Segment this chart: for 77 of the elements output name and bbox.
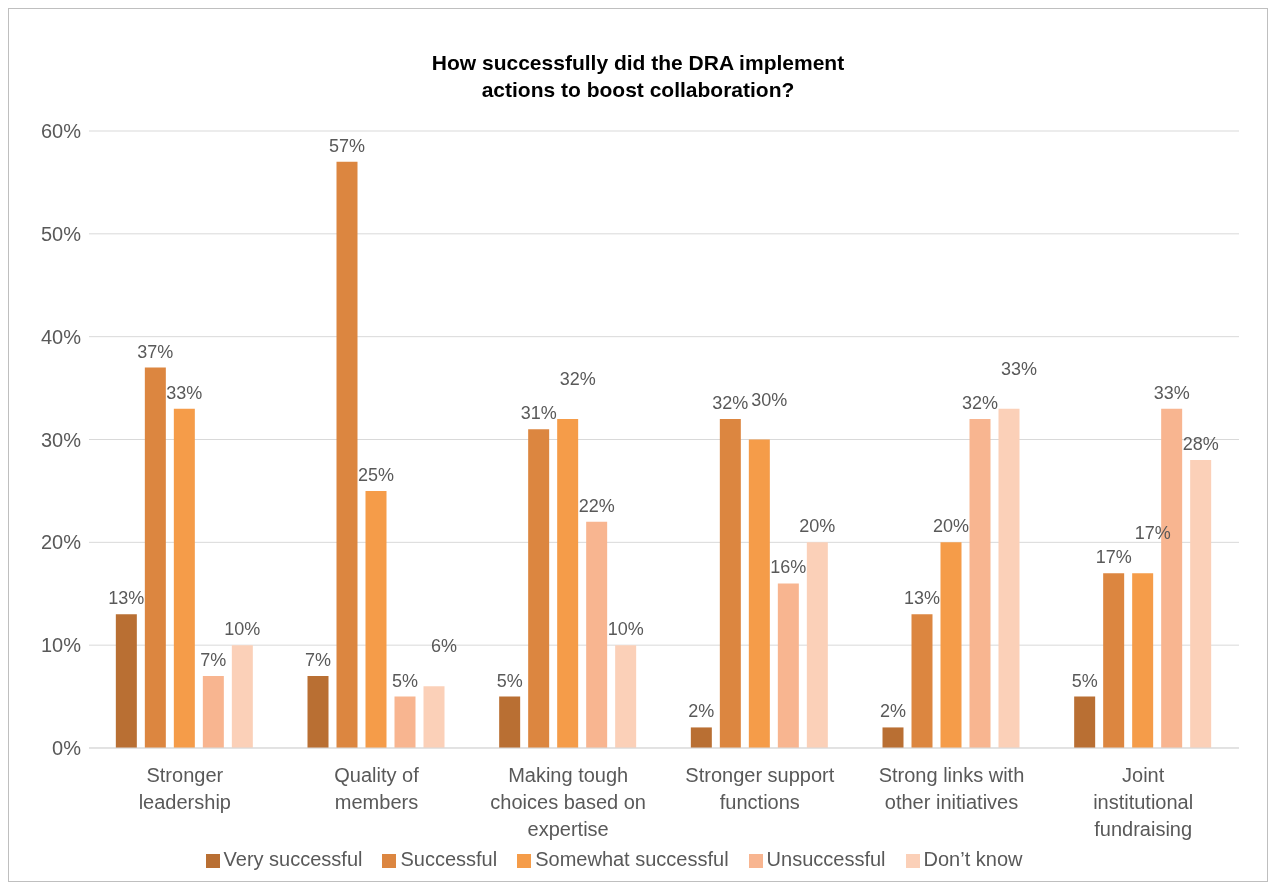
x-tick-label: Making tough choices based on expertise	[490, 764, 646, 840]
data-label: 7%	[304, 650, 332, 671]
y-tick-label: 10%	[40, 634, 82, 657]
data-label: 5%	[1071, 670, 1098, 691]
bar	[1190, 460, 1212, 748]
data-label: 33%	[166, 382, 203, 403]
bar	[969, 418, 991, 748]
legend-label: Somewhat successful	[535, 848, 729, 870]
data-label: 13%	[108, 588, 145, 609]
bar	[911, 614, 933, 748]
bar	[1132, 573, 1154, 748]
legend-label: Don’t know	[923, 848, 1023, 870]
bar	[806, 542, 828, 748]
data-label: 10%	[224, 619, 261, 640]
data-label: 57%	[328, 135, 366, 156]
data-label: 22%	[578, 495, 615, 516]
y-tick-label: 30%	[40, 428, 82, 451]
x-tick-label: Strong links with other initiatives	[878, 764, 1025, 813]
data-label: 5%	[496, 670, 523, 691]
bar	[998, 408, 1020, 748]
bar	[202, 676, 224, 748]
bar	[1103, 573, 1125, 748]
bar	[365, 490, 387, 748]
data-label: 17%	[1095, 547, 1132, 568]
data-label: 7%	[200, 650, 227, 671]
legend-label: Successful	[400, 848, 498, 870]
data-label: 13%	[903, 588, 941, 609]
bar	[144, 367, 166, 748]
bar	[1074, 696, 1096, 748]
bar	[423, 686, 445, 748]
bar	[748, 439, 770, 748]
x-tick-label: Joint institutional fundraising	[1093, 764, 1194, 840]
bar	[336, 161, 358, 748]
data-label: 32%	[559, 368, 596, 389]
data-label: 37%	[137, 341, 174, 362]
data-label: 30%	[751, 389, 788, 410]
data-label: 10%	[607, 619, 644, 640]
bar	[173, 408, 195, 748]
x-tick-label: Stronger leadership	[138, 764, 231, 813]
bar	[719, 418, 741, 748]
bar	[882, 727, 904, 748]
bar	[690, 727, 712, 748]
legend-label: Very successful	[223, 848, 363, 870]
data-label: 16%	[770, 557, 807, 578]
bar	[586, 521, 608, 748]
data-label: 2%	[879, 701, 907, 722]
data-label: 6%	[430, 636, 458, 657]
data-label: 20%	[799, 516, 836, 537]
y-tick-label: 60%	[40, 120, 82, 143]
bar	[307, 676, 329, 748]
data-label: 31%	[520, 403, 557, 424]
bar	[115, 614, 137, 748]
bar	[528, 429, 550, 748]
bar	[940, 542, 962, 748]
data-label: 25%	[357, 464, 395, 485]
data-label: 33%	[1000, 358, 1038, 379]
data-label: 32%	[712, 392, 749, 413]
bar	[499, 696, 521, 748]
data-label: 28%	[1182, 434, 1219, 455]
data-label: 2%	[688, 701, 715, 722]
x-tick-label: Stronger support functions	[685, 764, 835, 813]
y-tick-label: 50%	[40, 222, 82, 245]
y-tick-label: 0%	[52, 737, 82, 760]
data-label: 5%	[391, 670, 419, 691]
bar	[394, 696, 416, 748]
x-tick-label: Quality of members	[334, 764, 420, 813]
bar	[231, 645, 253, 748]
data-label: 20%	[932, 516, 970, 537]
data-label: 33%	[1153, 382, 1190, 403]
bar	[777, 583, 799, 748]
data-label: 32%	[961, 392, 999, 413]
bar	[615, 645, 637, 748]
legend-label: Unsuccessful	[766, 848, 886, 870]
y-tick-label: 40%	[40, 325, 82, 348]
chart-title: How successfully did the DRA implement actions to boost collaboration?	[430, 50, 846, 103]
y-tick-label: 20%	[40, 531, 82, 554]
bar	[557, 418, 579, 748]
